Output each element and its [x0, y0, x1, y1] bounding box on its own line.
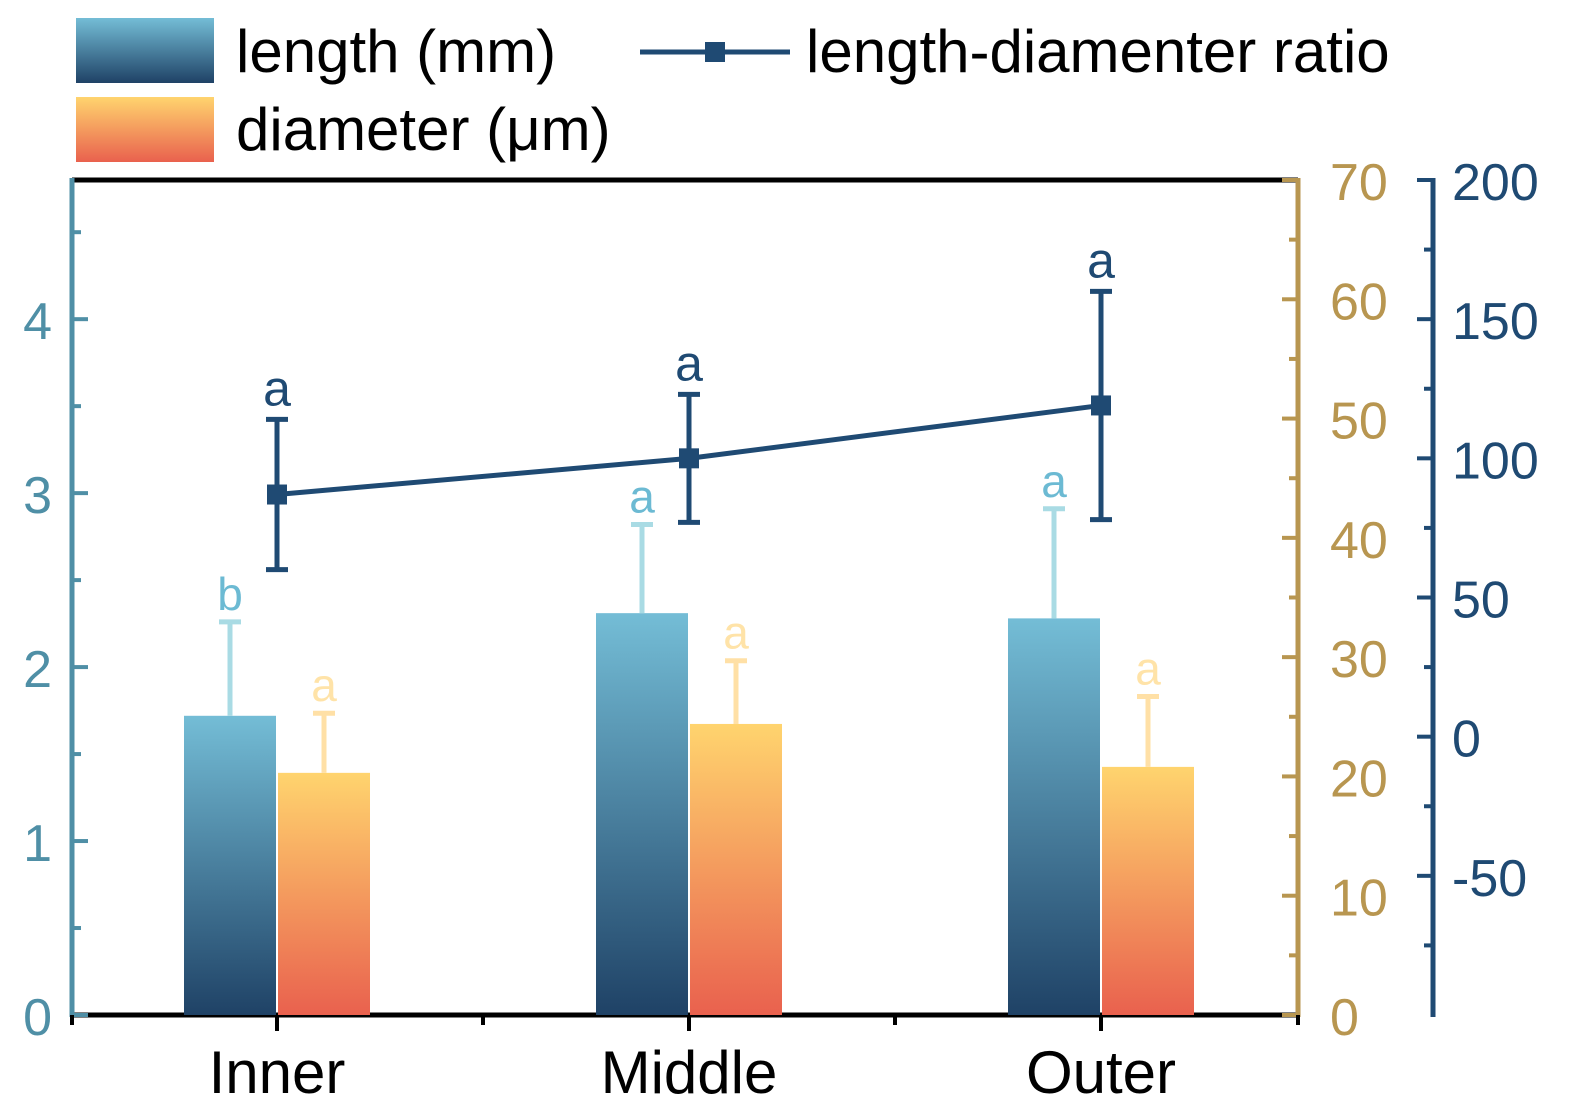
legend-swatch-length [76, 18, 214, 83]
ratio-marker [1091, 395, 1111, 416]
legend-label-length: length (mm) [236, 18, 556, 85]
ratio-marker [267, 484, 287, 505]
bar-length [596, 613, 688, 1015]
left-axis-tick-label: 1 [23, 815, 52, 873]
ratio-significance-letter: a [675, 335, 703, 391]
ratio-line-series: a a a [263, 232, 1115, 573]
length-significance-letter: b [217, 568, 243, 620]
middle-axis-tick-label: 0 [1330, 989, 1359, 1047]
middle-axis-tick-label: 30 [1330, 631, 1388, 689]
bar-diameter [1102, 766, 1194, 1015]
legend: length (mm) diameter (μm) length-diament… [76, 18, 1390, 163]
middle-axis-tick-label: 40 [1330, 512, 1388, 570]
length-significance-letter: a [629, 470, 655, 522]
legend-swatch-ratio-marker [705, 42, 725, 62]
diameter-significance-letter: a [311, 659, 337, 711]
x-axis-tick-label: Outer [1026, 1039, 1176, 1106]
legend-swatch-diameter [76, 97, 214, 162]
length-significance-letter: a [1041, 455, 1067, 507]
bar-diameter [278, 772, 370, 1015]
bars: b a a a a a [184, 455, 1194, 1015]
right-y-axis: -50 0 50 100 150 200 [1417, 154, 1539, 1017]
right-axis-tick-label: -50 [1452, 850, 1527, 908]
left-axis-tick-label: 0 [23, 989, 52, 1047]
right-axis-tick-label: 150 [1452, 293, 1539, 351]
diameter-significance-letter: a [1135, 643, 1161, 695]
ratio-marker [679, 448, 699, 469]
right-axis-tick-label: 100 [1452, 432, 1539, 490]
ratio-significance-letter: a [1087, 232, 1115, 288]
right-axis-tick-label: 50 [1452, 572, 1510, 630]
middle-axis-tick-label: 10 [1330, 870, 1388, 928]
middle-axis-tick-label: 50 [1330, 393, 1388, 451]
bar-diameter [690, 723, 782, 1015]
right-axis-tick-label: 0 [1452, 711, 1481, 769]
bar-length [184, 715, 276, 1015]
legend-label-ratio: length-diamenter ratio [806, 18, 1390, 85]
left-axis-tick-label: 3 [23, 467, 52, 525]
bar-length [1008, 618, 1100, 1015]
middle-axis-tick-label: 70 [1330, 154, 1388, 212]
x-axis-tick-label: Middle [601, 1039, 778, 1106]
ratio-significance-letter: a [263, 360, 291, 416]
middle-axis-tick-label: 20 [1330, 750, 1388, 808]
legend-label-diameter: diameter (μm) [236, 96, 611, 163]
left-axis-tick-label: 2 [23, 641, 52, 699]
middle-axis-tick-label: 60 [1330, 273, 1388, 331]
right-axis-tick-label: 200 [1452, 154, 1539, 212]
left-y-axis: 0 1 2 3 4 [23, 178, 88, 1047]
middle-y-axis: 0 10 20 30 40 50 60 70 [1282, 154, 1388, 1047]
x-axis-tick-label: Inner [209, 1039, 346, 1106]
left-axis-tick-label: 4 [23, 293, 52, 351]
x-axis: Inner Middle Outer [70, 1015, 1300, 1106]
diameter-significance-letter: a [723, 607, 749, 659]
